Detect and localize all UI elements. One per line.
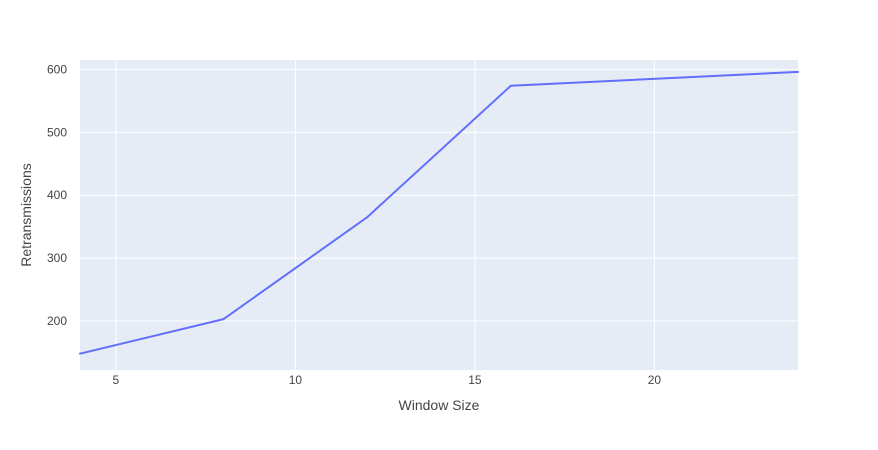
data-point	[222, 318, 225, 321]
x-axis-title: Window Size	[399, 397, 480, 413]
data-point	[79, 352, 81, 355]
data-point	[366, 216, 369, 219]
y-axis-title: Retransmissions	[18, 163, 34, 266]
data-point	[509, 84, 512, 87]
x-tick-label: 15	[468, 373, 482, 387]
x-tick-label: 10	[289, 373, 303, 387]
plot-area	[80, 60, 798, 370]
x-axis-ticks: 5 10 15 20	[113, 373, 662, 387]
y-axis-ticks: 200 300 400 500 600	[47, 62, 67, 328]
data-point	[797, 70, 799, 73]
y-tick-label: 300	[47, 251, 67, 265]
grid-lines	[80, 60, 798, 370]
y-tick-label: 400	[47, 188, 67, 202]
y-tick-label: 600	[47, 62, 67, 76]
x-tick-label: 5	[113, 373, 120, 387]
series-layer	[79, 70, 799, 355]
x-tick-label: 20	[648, 373, 662, 387]
y-tick-label: 500	[47, 125, 67, 139]
y-tick-label: 200	[47, 314, 67, 328]
